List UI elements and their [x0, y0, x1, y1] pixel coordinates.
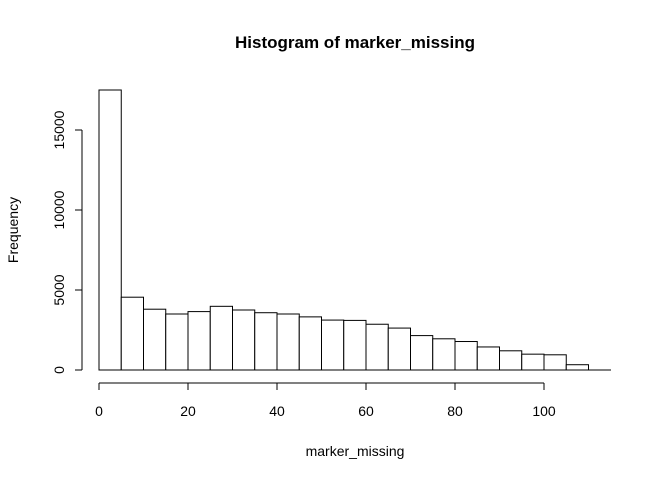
x-tick-label-1: 20: [180, 403, 196, 419]
bar-2: [143, 308, 167, 371]
bar-19: [521, 353, 545, 371]
bars-group: [98, 89, 611, 371]
bar-10: [321, 319, 345, 371]
y-tick-label-1: 5000: [51, 274, 67, 305]
x-axis: 0 20 40 60 80 100: [95, 382, 556, 419]
bar-6: [232, 309, 256, 371]
bar-12: [365, 323, 389, 371]
bar-1: [120, 296, 144, 371]
bar-14: [410, 335, 434, 371]
x-tick-label-0: 0: [95, 403, 103, 419]
bar-15: [432, 338, 456, 371]
y-tick-label-2: 10000: [51, 190, 67, 229]
x-tick-label-3: 60: [358, 403, 374, 419]
bar-4: [187, 311, 211, 371]
x-tick-label-2: 40: [269, 403, 285, 419]
bar-17: [476, 346, 500, 371]
y-tick-label-0: 0: [51, 366, 67, 374]
y-axis-label: Frequency: [5, 197, 21, 263]
bar-9: [298, 316, 322, 371]
x-tick-label-4: 80: [447, 403, 463, 419]
bar-20: [543, 354, 567, 371]
bar-16: [454, 341, 478, 371]
bar-3: [165, 313, 189, 371]
bar-5: [209, 305, 233, 371]
bar-0: [98, 89, 122, 371]
y-axis: 0 5000 10000 15000: [51, 110, 83, 374]
bar-8: [276, 313, 300, 371]
y-tick-label-3: 15000: [51, 110, 67, 149]
chart-title: Histogram of marker_missing: [235, 33, 475, 52]
bar-13: [387, 327, 411, 371]
bar-7: [254, 312, 278, 371]
bar-21: [565, 364, 589, 371]
bar-11: [343, 319, 367, 371]
x-axis-label: marker_missing: [306, 443, 405, 459]
bar-18: [499, 350, 523, 371]
x-tick-label-5: 100: [532, 403, 556, 419]
